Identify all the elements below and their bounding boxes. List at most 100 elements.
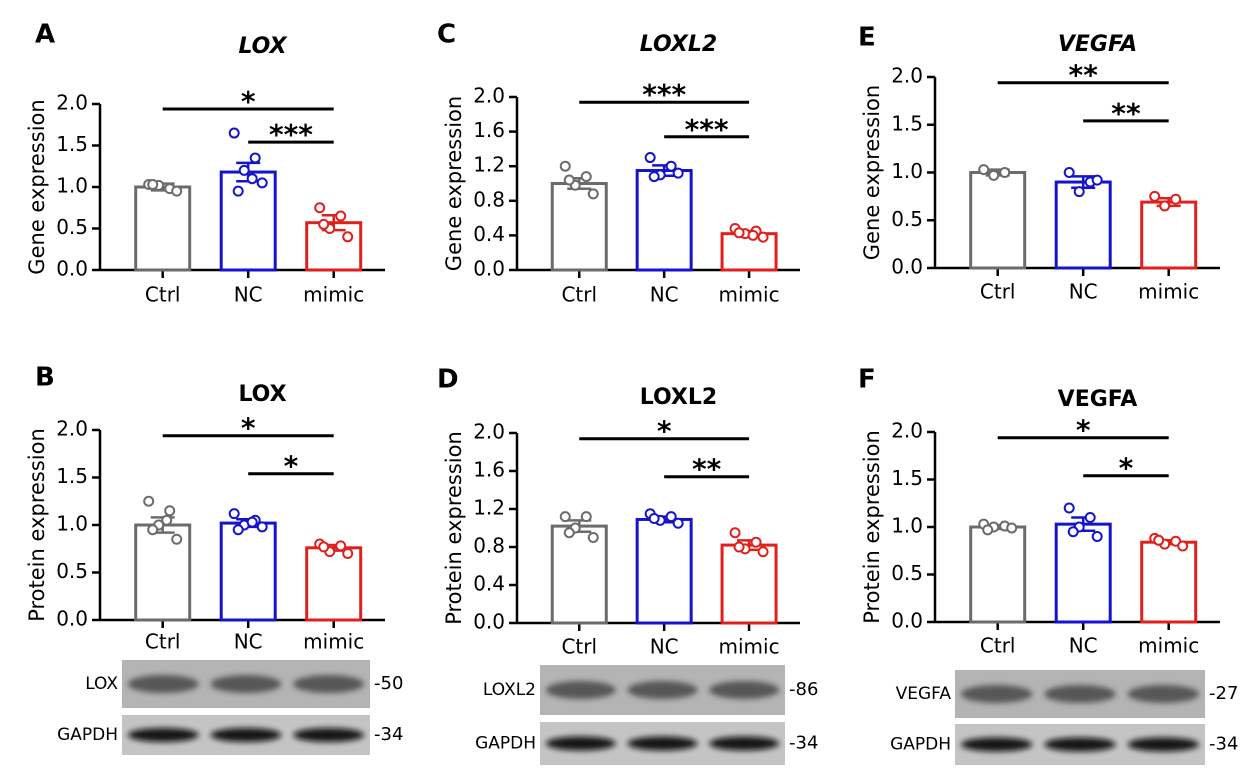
y-tick-label: 1.2 xyxy=(473,153,505,177)
panel-letter: E xyxy=(858,23,876,53)
y-tick-label: 2.0 xyxy=(56,91,88,115)
data-point xyxy=(587,188,599,200)
significance-label: * xyxy=(1076,414,1091,447)
y-tick-label: 1.0 xyxy=(891,159,923,183)
y-tick-label: 0.0 xyxy=(473,610,505,634)
blot-band xyxy=(1127,685,1200,703)
blot-label: GAPDH xyxy=(475,734,536,754)
data-point xyxy=(978,164,990,176)
x-tick-label: mimic xyxy=(1138,634,1199,658)
data-point xyxy=(228,508,240,520)
data-point xyxy=(988,169,1000,181)
x-tick-label: Ctrl xyxy=(145,283,181,307)
data-point xyxy=(729,527,741,539)
significance-label: *** xyxy=(269,118,313,151)
bar xyxy=(1054,180,1112,270)
y-tick-label: 0.5 xyxy=(891,207,923,231)
panel-title: LOXL2 xyxy=(640,385,717,410)
data-point xyxy=(1063,502,1075,514)
blot-label: GAPDH xyxy=(57,725,118,745)
data-point xyxy=(648,171,660,183)
data-point xyxy=(246,516,258,528)
data-point xyxy=(750,536,762,548)
data-point xyxy=(143,495,155,507)
panel-letter: F xyxy=(858,365,876,395)
y-tick-label: 2.0 xyxy=(473,420,505,444)
data-point xyxy=(563,174,575,186)
y-tick-label: 0.8 xyxy=(473,534,505,558)
blot-band xyxy=(709,681,780,699)
data-point xyxy=(238,164,250,176)
significance-label: ** xyxy=(1069,59,1099,92)
data-point xyxy=(318,218,330,230)
data-point xyxy=(256,521,268,533)
blot-label: LOXL2 xyxy=(483,680,536,700)
data-point xyxy=(1091,174,1103,186)
x-tick-label: Ctrl xyxy=(980,280,1016,304)
bar xyxy=(305,546,363,622)
significance-label: * xyxy=(657,415,672,448)
significance-label: ** xyxy=(1111,97,1141,130)
blot-band xyxy=(627,736,698,751)
data-point xyxy=(733,541,745,553)
data-point xyxy=(232,185,244,197)
data-point xyxy=(563,527,575,539)
blot-size: -34 xyxy=(1209,734,1238,755)
blot-band xyxy=(627,681,698,699)
error-bar xyxy=(1071,175,1096,190)
y-tick-label: 1.5 xyxy=(891,466,923,490)
data-point xyxy=(1067,526,1079,538)
x-tick-label: NC xyxy=(234,283,263,307)
blot-band xyxy=(1044,737,1116,752)
bar xyxy=(550,524,608,625)
data-point xyxy=(1006,522,1018,534)
x-tick-label: NC xyxy=(650,283,679,307)
blot-band xyxy=(293,675,365,693)
blot-label: VEGFA xyxy=(896,684,952,704)
significance-label: *** xyxy=(685,113,729,146)
bar xyxy=(134,185,192,272)
significance-label: *** xyxy=(642,78,686,111)
blot-band xyxy=(709,736,780,751)
data-point xyxy=(256,177,268,189)
significance-label: * xyxy=(1119,452,1134,485)
blot-band xyxy=(545,681,616,699)
y-tick-label: 1.5 xyxy=(56,464,88,488)
bar xyxy=(969,171,1027,270)
y-tick-label: 0.0 xyxy=(891,255,923,279)
data-point xyxy=(147,524,159,536)
data-point xyxy=(1149,190,1161,202)
y-axis-label: Gene expression xyxy=(442,96,466,271)
bar xyxy=(635,517,693,625)
y-tick-label: 0.0 xyxy=(56,607,88,631)
data-point xyxy=(147,179,159,191)
y-tick-label: 2.0 xyxy=(56,417,88,441)
data-point xyxy=(559,511,571,523)
x-tick-label: Ctrl xyxy=(561,283,597,307)
data-point xyxy=(314,202,326,214)
data-point xyxy=(246,173,258,185)
data-point xyxy=(747,229,759,241)
bar xyxy=(1054,522,1112,624)
x-tick-label: mimic xyxy=(303,283,364,307)
y-axis-label: Protein expression xyxy=(25,428,49,622)
data-point xyxy=(648,513,660,524)
panel-title: LOXL2 xyxy=(640,32,717,57)
data-point xyxy=(342,231,354,243)
panel-title: VEGFA xyxy=(1058,387,1138,412)
data-point xyxy=(1170,193,1182,205)
data-point xyxy=(161,514,173,526)
blot-label: GAPDH xyxy=(890,735,951,755)
significance-label: * xyxy=(241,412,256,445)
x-tick-label: NC xyxy=(650,635,679,659)
y-tick-label: 1.0 xyxy=(56,512,88,536)
x-tick-label: Ctrl xyxy=(980,634,1016,658)
data-point xyxy=(672,517,684,529)
blot-size: -34 xyxy=(374,724,403,745)
x-tick-label: Ctrl xyxy=(561,635,597,659)
data-point xyxy=(232,524,244,536)
y-axis-label: Protein expression xyxy=(860,430,884,624)
y-tick-label: 0.0 xyxy=(891,609,923,633)
data-point xyxy=(733,227,745,239)
